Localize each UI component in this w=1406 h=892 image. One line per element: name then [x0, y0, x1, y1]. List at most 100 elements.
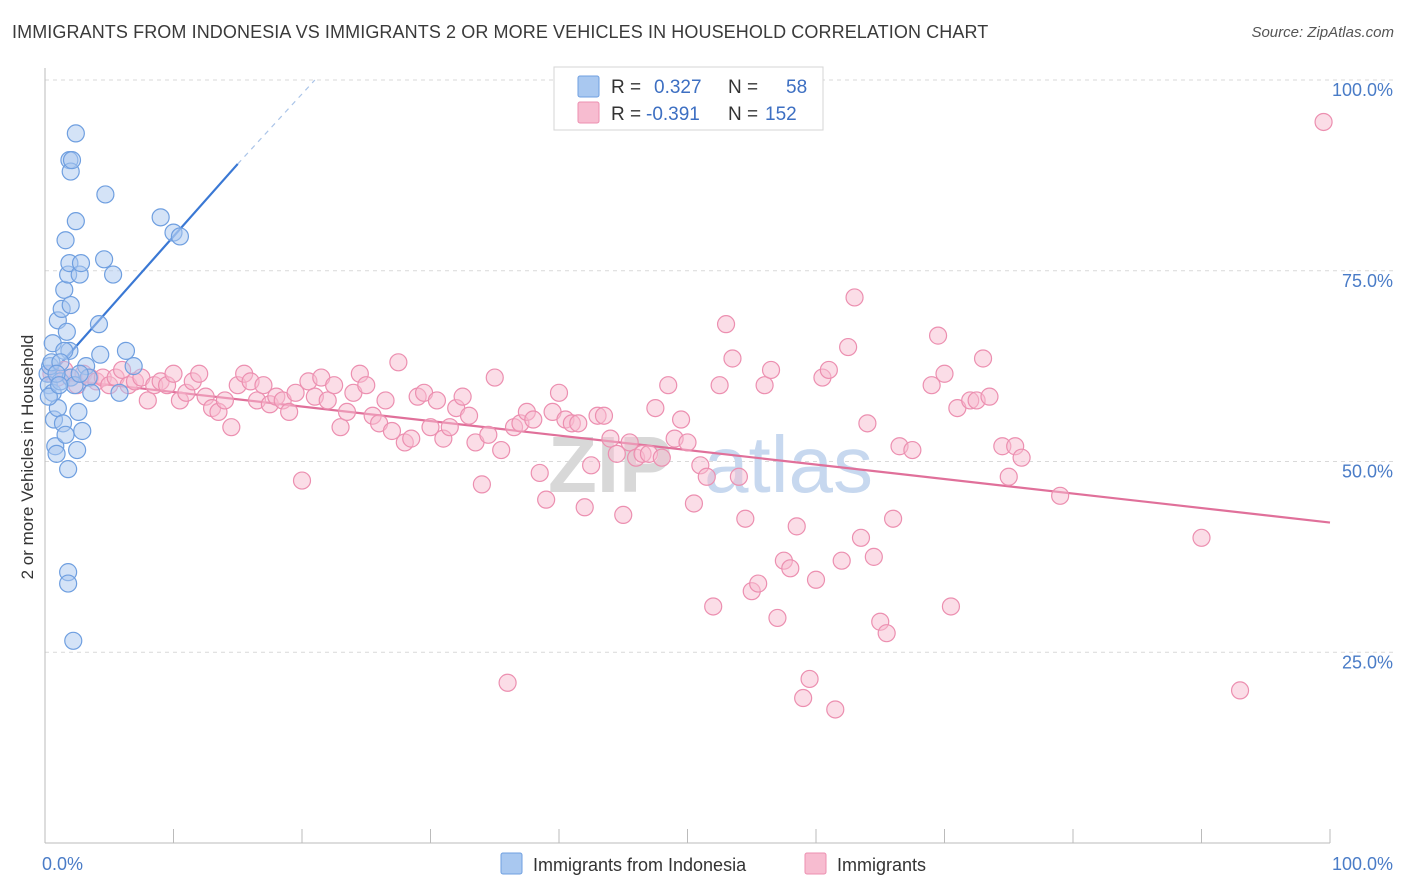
point-indonesia	[66, 212, 85, 231]
point-immigrants	[1314, 112, 1333, 132]
point-indonesia	[59, 460, 78, 479]
point-immigrants	[569, 414, 588, 433]
point-immigrants	[729, 467, 749, 486]
legend-r-value: -0.391	[646, 104, 700, 125]
chart-source: Source: ZipAtlas.com	[1251, 24, 1394, 41]
point-immigrants	[980, 387, 999, 406]
point-immigrants	[941, 597, 961, 616]
point-immigrants	[646, 398, 665, 418]
point-indonesia	[68, 440, 87, 460]
legend-n-value: 152	[765, 104, 797, 125]
point-immigrants	[485, 368, 504, 387]
point-immigrants	[761, 360, 781, 380]
point-immigrants	[402, 429, 421, 448]
point-immigrants	[851, 528, 871, 547]
point-immigrants	[922, 376, 941, 395]
point-immigrants	[800, 669, 819, 689]
point-indonesia	[70, 364, 89, 383]
point-immigrants	[1012, 448, 1031, 467]
point-indonesia	[104, 265, 123, 284]
point-immigrants	[1051, 486, 1070, 505]
legend-bottom-swatch-pink	[804, 852, 827, 875]
point-immigrants	[710, 376, 729, 395]
x-tick-label: 100.0%	[1332, 854, 1393, 874]
y-tick-label: 50.0%	[1342, 462, 1393, 482]
point-immigrants	[671, 410, 691, 429]
point-immigrants	[459, 406, 479, 425]
point-indonesia	[124, 357, 143, 376]
point-immigrants	[331, 418, 350, 437]
point-indonesia	[57, 322, 76, 341]
point-immigrants	[537, 490, 556, 509]
point-indonesia	[39, 387, 58, 406]
trend-line-extension	[237, 79, 316, 165]
point-indonesia	[66, 124, 85, 143]
point-indonesia	[56, 231, 75, 250]
point-immigrants	[781, 559, 800, 578]
point-immigrants	[337, 402, 357, 422]
point-immigrants	[382, 421, 402, 441]
watermark: ZIP atlas	[548, 420, 873, 509]
point-immigrants	[826, 700, 845, 719]
point-immigrants	[935, 364, 954, 383]
point-immigrants	[652, 448, 671, 467]
point-immigrants	[292, 471, 312, 490]
point-immigrants	[280, 402, 299, 422]
point-immigrants	[832, 551, 851, 570]
y-tick-label: 75.0%	[1342, 271, 1393, 291]
point-immigrants	[716, 315, 736, 334]
y-axis-label: 2 or more Vehicles in Household	[18, 335, 37, 580]
point-immigrants	[794, 688, 813, 708]
point-immigrants	[697, 467, 716, 486]
point-immigrants	[357, 376, 376, 395]
legend-bottom-swatch-blue	[500, 852, 523, 875]
point-indonesia	[71, 254, 91, 273]
point-immigrants	[768, 608, 787, 628]
point-indonesia	[91, 345, 110, 364]
legend-bottom-label-immigrants: Immigrants	[837, 855, 926, 875]
point-immigrants	[723, 349, 742, 368]
point-immigrants	[472, 475, 491, 494]
point-immigrants	[614, 505, 633, 525]
watermark-atlas: atlas	[704, 420, 873, 509]
point-immigrants	[222, 418, 241, 437]
point-immigrants	[864, 547, 883, 566]
point-indonesia	[64, 631, 83, 650]
point-immigrants	[427, 391, 447, 410]
point-indonesia	[62, 151, 82, 170]
legend-n-label: N =	[728, 104, 758, 125]
point-immigrants	[440, 418, 459, 437]
point-immigrants	[389, 353, 408, 372]
point-indonesia	[56, 425, 75, 444]
point-indonesia	[95, 250, 114, 269]
point-immigrants	[607, 444, 626, 463]
legend-r-label: R =	[611, 104, 641, 125]
point-immigrants	[254, 376, 273, 395]
point-immigrants	[376, 391, 395, 410]
point-indonesia	[110, 383, 129, 402]
point-immigrants	[684, 494, 704, 513]
point-immigrants	[575, 498, 594, 517]
y-tick-label: 25.0%	[1342, 652, 1393, 672]
point-immigrants	[479, 425, 498, 444]
point-immigrants	[620, 433, 639, 452]
axes	[44, 68, 1331, 844]
point-indonesia	[59, 574, 78, 593]
legend-n-label: N =	[728, 77, 758, 98]
legend-swatch-pink	[577, 101, 600, 124]
point-indonesia	[170, 227, 190, 246]
point-indonesia	[50, 376, 69, 395]
point-immigrants	[325, 376, 344, 395]
legend-r-label: R =	[611, 77, 641, 98]
series-indonesia-points	[38, 124, 190, 650]
x-tick-label: 0.0%	[42, 854, 83, 874]
legend-bottom-label-indonesia: Immigrants from Indonesia	[533, 855, 747, 875]
point-immigrants	[421, 418, 440, 437]
point-immigrants	[973, 349, 993, 368]
point-immigrants	[318, 391, 337, 410]
point-indonesia	[61, 295, 80, 315]
point-immigrants	[582, 456, 601, 475]
point-immigrants	[858, 414, 877, 433]
point-immigrants	[601, 429, 620, 448]
point-immigrants	[1230, 681, 1250, 700]
